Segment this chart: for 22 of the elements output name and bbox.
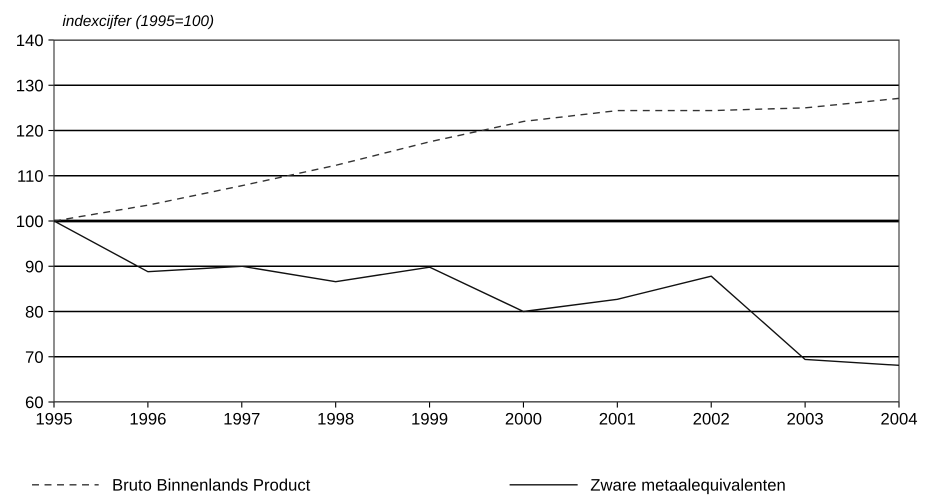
- y-tick-label: 100: [17, 215, 43, 228]
- x-tick-label: 1998: [318, 412, 354, 425]
- x-tick-label: 2001: [600, 412, 636, 425]
- x-tick-label: 2000: [506, 412, 542, 425]
- y-axis-title: indexcijfer (1995=100): [62, 14, 214, 30]
- legend-label: Zware metaalequivalenten: [590, 478, 785, 494]
- y-tick-label: 90: [26, 260, 43, 272]
- x-tick-label: 1995: [36, 412, 72, 425]
- y-tick-label: 80: [26, 306, 43, 318]
- y-tick-label: 60: [26, 396, 43, 408]
- y-tick-label: 110: [18, 170, 43, 182]
- y-tick-label: 140: [17, 34, 43, 46]
- x-tick-label: 2002: [694, 412, 729, 425]
- y-tick-label: 120: [17, 124, 43, 137]
- y-tick-label: 130: [17, 80, 43, 92]
- x-tick-label: 2003: [787, 412, 823, 425]
- x-tick-label: 2004: [881, 412, 918, 425]
- y-tick-label: 70: [26, 351, 43, 363]
- x-tick-label: 1999: [412, 412, 448, 425]
- legend-label: Bruto Binnenlands Product: [113, 478, 310, 491]
- x-tick-label: 1997: [224, 412, 260, 425]
- x-tick-label: 1996: [130, 412, 166, 425]
